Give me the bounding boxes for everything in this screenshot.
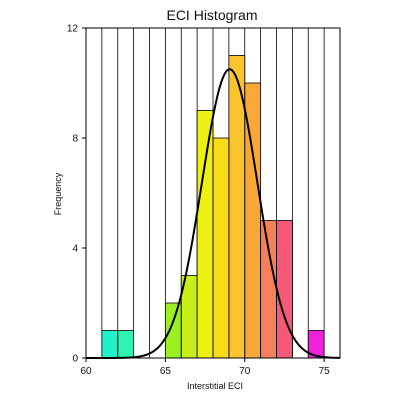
chart-title: ECI Histogram <box>166 7 257 23</box>
y-tick-label: 4 <box>72 244 78 255</box>
y-tick-label: 0 <box>72 354 78 365</box>
histogram-bar <box>213 138 229 358</box>
y-axis-ticks: 0 4 8 12 <box>67 24 86 365</box>
histogram-bar <box>197 110 213 358</box>
histogram-bar <box>276 220 293 358</box>
x-tick-label: 60 <box>80 366 92 377</box>
x-axis-ticks: 60 65 70 75 <box>80 358 330 377</box>
histogram-bars <box>101 55 325 359</box>
histogram-bar <box>244 83 261 358</box>
histogram-bar <box>181 275 198 358</box>
y-tick-label: 12 <box>67 24 79 35</box>
histogram-bar <box>101 330 118 358</box>
y-tick-label: 8 <box>72 134 78 145</box>
x-tick-label: 70 <box>239 366 251 377</box>
histogram-bar <box>308 330 325 358</box>
plot-frame <box>85 27 341 359</box>
histogram-bar <box>228 55 245 358</box>
x-tick-label: 75 <box>319 366 331 377</box>
histogram-bar <box>117 330 134 358</box>
x-axis-label: Interstitial ECI <box>187 381 243 391</box>
y-axis-label: Frequency <box>53 172 63 215</box>
histogram-bar <box>260 220 277 358</box>
histogram-bar <box>165 303 182 358</box>
x-tick-label: 65 <box>160 366 172 377</box>
